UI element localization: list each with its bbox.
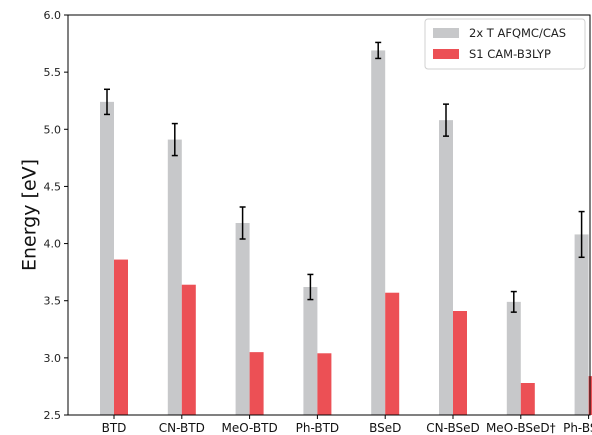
- plot-frame: [67, 14, 591, 416]
- legend: 2x T AFQMC/CAS S1 CAM-B3LYP: [424, 18, 586, 70]
- legend-label-1: S1 CAM-B3LYP: [469, 47, 551, 61]
- bar-afqmc-0: [100, 101, 114, 415]
- y-tick-label-4: 4.5: [44, 180, 62, 193]
- y-tick-label-6: 5.5: [44, 66, 62, 79]
- x-tick-label-0: BTD: [102, 421, 127, 435]
- y-tick-label-7: 6.0: [44, 9, 62, 22]
- y-tick-label-2: 3.5: [44, 295, 62, 308]
- legend-swatch-0: [433, 28, 459, 38]
- x-tick-label-3: Ph-BTD: [296, 421, 340, 435]
- legend-label-0: 2x T AFQMC/CAS: [469, 26, 566, 40]
- y-tick-label-3: 4.0: [44, 238, 62, 251]
- bar-afqmc-4: [371, 50, 386, 416]
- bar-cam-b3lyp-6: [520, 383, 535, 415]
- legend-swatch-1: [433, 49, 459, 59]
- bar-cam-b3lyp-5: [453, 311, 467, 415]
- y-axis-label: Energy [eV]: [19, 159, 41, 271]
- bar-cam-b3lyp-2: [249, 352, 264, 415]
- axes-layer: BTD CN-BTD MeO-BTD Ph-BTD BSeD CN-BSeD MeO-BSe…: [44, 9, 592, 435]
- x-tick-label-2: MeO-BTD: [221, 421, 277, 435]
- bar-afqmc-1: [167, 139, 182, 416]
- bar-cam-b3lyp-0: [114, 259, 128, 415]
- x-tick-label-1: CN-BTD: [159, 421, 205, 435]
- bar-afqmc-6: [506, 301, 521, 415]
- bar-cam-b3lyp-3: [317, 353, 332, 415]
- y-tick-label-5: 5.0: [44, 123, 62, 136]
- bar-afqmc-5: [439, 120, 453, 416]
- bar-afqmc-2: [235, 223, 250, 415]
- x-tick-label-6: MeO-BSeD†: [486, 421, 556, 435]
- x-tick-label-5: CN-BSeD: [426, 421, 480, 435]
- bar-afqmc-3: [303, 287, 318, 415]
- x-tick-label-4: BSeD: [369, 421, 401, 435]
- bar-afqmc-7: [574, 234, 589, 415]
- bars-layer: [100, 41, 592, 416]
- legend-box: [424, 18, 586, 70]
- x-tick-label-7: Ph-BSeD: [563, 421, 592, 435]
- bar-cam-b3lyp-1: [181, 284, 196, 415]
- bar-cam-b3lyp-4: [385, 292, 400, 415]
- y-tick-label-1: 3.0: [44, 352, 62, 365]
- y-tick-label-0: 2.5: [44, 409, 62, 422]
